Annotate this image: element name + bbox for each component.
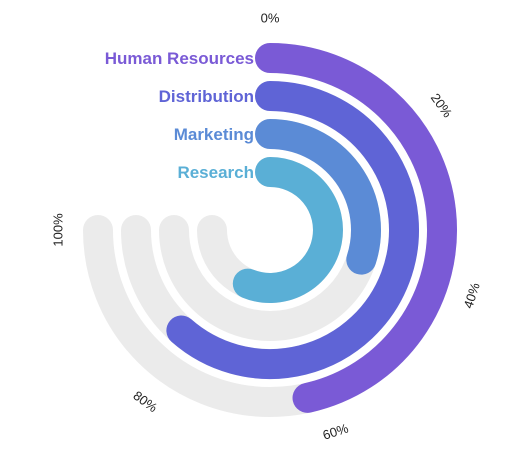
category-label-human-resources: Human Resources (105, 49, 254, 68)
bar-human-resources[interactable] (255, 43, 457, 413)
bar-distribution[interactable] (166, 81, 419, 379)
category-label-distribution: Distribution (159, 87, 254, 106)
tick-label-20: 20% (428, 90, 456, 120)
bar-series (166, 43, 457, 413)
tick-label-80: 80% (130, 388, 160, 416)
category-labels: Human Resources Distribution Marketing Rese… (105, 49, 254, 182)
tick-label-60: 60% (321, 420, 351, 442)
bar-marketing[interactable] (255, 119, 381, 275)
category-label-marketing: Marketing (174, 125, 254, 144)
tick-label-40: 40% (460, 280, 482, 310)
tick-label-100: 100% (51, 213, 66, 247)
bar-research[interactable] (232, 157, 343, 303)
tick-label-0: 0% (261, 11, 280, 26)
category-label-research: Research (177, 163, 254, 182)
